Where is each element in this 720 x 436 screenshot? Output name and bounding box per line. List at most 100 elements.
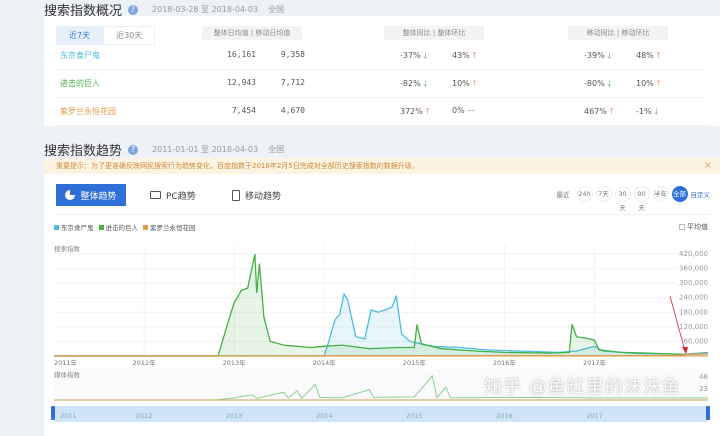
x-tick-label: 2011年 xyxy=(54,358,78,367)
navigator-tick: 2014 xyxy=(316,412,333,420)
tab-7-days[interactable]: 近7天 xyxy=(56,26,104,45)
navigator-left-handle[interactable] xyxy=(51,406,55,420)
up-arrow-icon: 🡑 xyxy=(472,51,477,60)
percent-value: 372% 🡑 xyxy=(400,107,430,116)
checkbox-icon xyxy=(679,224,685,230)
range-5[interactable]: 全部 xyxy=(671,186,688,202)
y-tick-label: 180,000 xyxy=(679,308,708,316)
media-line xyxy=(54,374,708,401)
legend-swatch xyxy=(98,225,104,230)
percent-value: 48% 🡑 xyxy=(636,51,661,60)
legend-item[interactable]: 东京食尸鬼 xyxy=(54,222,94,232)
trend-title: 搜索指数趋势 ? 2011-01-01 至 2018-04-03 全国 xyxy=(44,144,285,159)
overall-avg: 16,161 xyxy=(227,50,256,59)
series-area xyxy=(54,294,708,356)
up-arrow-icon: 🡑 xyxy=(425,107,430,116)
time-range-selector: 最近 24h 7天 30天 90天 半年 全部 自定义 xyxy=(557,186,711,212)
percent-value: -37% 🡓 xyxy=(400,51,428,60)
header-daily: 整体日均值 | 移动日均值 xyxy=(202,26,302,40)
trend-card: 整体趋势 PC趋势 移动趋势 最近 24h 7天 30天 90天 半年 全部 自定义 东京… xyxy=(44,174,720,436)
y-tick-label: 60,000 xyxy=(684,337,709,345)
help-icon[interactable]: ? xyxy=(128,4,139,15)
down-arrow-icon: 🡓 xyxy=(423,51,428,60)
overview-card: 近7天 近30天 整体日均值 | 移动日均值 整体同比 | 整体环比 移动同比 … xyxy=(44,16,720,126)
up-arrow-icon: 🡑 xyxy=(656,79,661,88)
navigator-tick: 2011 xyxy=(60,412,77,420)
header-overall: 整体同比 | 整体环比 xyxy=(384,26,484,40)
down-arrow-icon: 🡓 xyxy=(423,79,428,88)
x-tick-label: 2015年 xyxy=(403,358,427,367)
media-y-tick: 46 xyxy=(699,373,708,381)
average-checkbox[interactable]: 平均值 xyxy=(679,222,708,232)
notice-banner: 重要提示：为了更准确反映网民搜索行为趋势变化，百度指数于2018年2月5日完成对… xyxy=(44,158,720,174)
percent-value: -1% 🡓 xyxy=(636,107,659,116)
legend-item[interactable]: 进击的巨人 xyxy=(98,222,138,232)
up-arrow-icon: 🡑 xyxy=(609,107,614,116)
percent-value: 10% 🡑 xyxy=(452,79,477,88)
percent-value: 467% 🡑 xyxy=(584,107,614,116)
x-tick-label: 2012年 xyxy=(133,358,157,367)
navigator-tick: 2016 xyxy=(496,412,513,420)
annotation-arrow xyxy=(669,295,686,352)
table-row: 东京食尸鬼 16,161 9,358 -37% 🡓 43% 🡑 -39% 🡓 48% … xyxy=(56,42,708,70)
keyword-link[interactable]: 进击的巨人 xyxy=(60,79,100,88)
x-tick-label: 2013年 xyxy=(223,358,247,367)
mobile-avg: 9,358 xyxy=(280,50,305,59)
up-arrow-icon: 🡑 xyxy=(472,79,477,88)
table-row: 进击的巨人 12,943 7,712 -82% 🡓 10% 🡑 -80% 🡓 10% … xyxy=(56,70,708,98)
tab-mobile-trend[interactable]: 移动趋势 xyxy=(232,184,281,206)
keyword-link[interactable]: 紫罗兰永恒花园 xyxy=(60,107,116,116)
down-arrow-icon: 🡓 xyxy=(607,51,612,60)
pie-chart-icon xyxy=(65,190,76,200)
x-tick-label: 2016年 xyxy=(493,358,517,367)
table-row: 紫罗兰永恒花园 7,454 4,670 372% 🡑 0% — 467% 🡑 -1% … xyxy=(56,98,708,126)
range-4[interactable]: 半年 xyxy=(652,186,669,202)
x-tick-label: 2017年 xyxy=(583,358,607,367)
x-tick-label: 2014年 xyxy=(313,358,337,367)
navigator-tick: 2015 xyxy=(406,412,423,420)
watermark: 知乎 @鱼缸里的沫沫鱼 xyxy=(484,377,681,398)
y-tick-label: 300,000 xyxy=(679,279,708,287)
legend-item[interactable]: 紫罗兰永恒花园 xyxy=(143,222,196,232)
monitor-icon xyxy=(150,191,161,199)
mobile-avg: 7,712 xyxy=(280,78,305,87)
y-tick-label: 420,000 xyxy=(679,250,708,258)
tab-pc-trend[interactable]: PC趋势 xyxy=(150,184,196,206)
percent-value: 43% 🡑 xyxy=(452,51,477,60)
y-tick-label: 240,000 xyxy=(679,294,708,302)
down-arrow-icon: 🡓 xyxy=(654,107,659,116)
mobile-avg: 4,670 xyxy=(280,106,305,115)
media-chart-bg xyxy=(54,369,708,402)
tab-overall-trend[interactable]: 整体趋势 xyxy=(56,184,126,206)
overall-avg: 12,943 xyxy=(227,78,256,87)
percent-value: 0% — xyxy=(452,106,476,115)
range-3[interactable]: 90天 xyxy=(633,186,650,212)
navigator-range[interactable] xyxy=(54,406,708,422)
range-1[interactable]: 7天 xyxy=(595,186,612,202)
legend-swatch xyxy=(54,225,59,230)
help-icon[interactable]: ? xyxy=(128,144,139,155)
custom-range-link[interactable]: 自定义 xyxy=(690,191,711,199)
legend-swatch xyxy=(143,225,148,230)
close-icon[interactable]: × xyxy=(703,160,712,171)
y-tick-label: 120,000 xyxy=(679,323,708,331)
overall-avg: 7,454 xyxy=(231,106,256,115)
chart-legend: 东京食尸鬼 进击的巨人 紫罗兰永恒花园 xyxy=(54,222,196,232)
divider xyxy=(54,214,710,215)
navigator-tick: 2012 xyxy=(136,412,153,420)
trend-chart[interactable]: 搜索指数 420,000 360,000 300,000 240,000 180,000 1… xyxy=(44,174,720,436)
tab-30-days[interactable]: 近30天 xyxy=(103,26,156,45)
series-line[interactable] xyxy=(54,253,709,357)
down-arrow-icon: 🡓 xyxy=(607,79,612,88)
navigator-tick: 2017 xyxy=(586,412,603,420)
overview-title: 搜索指数概况 ? 2018-03-28 至 2018-04-03 全国 xyxy=(44,4,285,19)
navigator-right-handle[interactable] xyxy=(706,406,710,420)
series-line[interactable] xyxy=(54,292,709,357)
y-tick-label: 360,000 xyxy=(679,265,708,273)
up-arrow-icon: 🡑 xyxy=(656,51,661,60)
range-0[interactable]: 24h xyxy=(576,186,593,202)
flat-arrow-icon: — xyxy=(467,106,476,115)
range-2[interactable]: 30天 xyxy=(614,186,631,212)
keyword-link[interactable]: 东京食尸鬼 xyxy=(60,51,100,60)
y-axis-label: 搜索指数 xyxy=(54,244,81,253)
